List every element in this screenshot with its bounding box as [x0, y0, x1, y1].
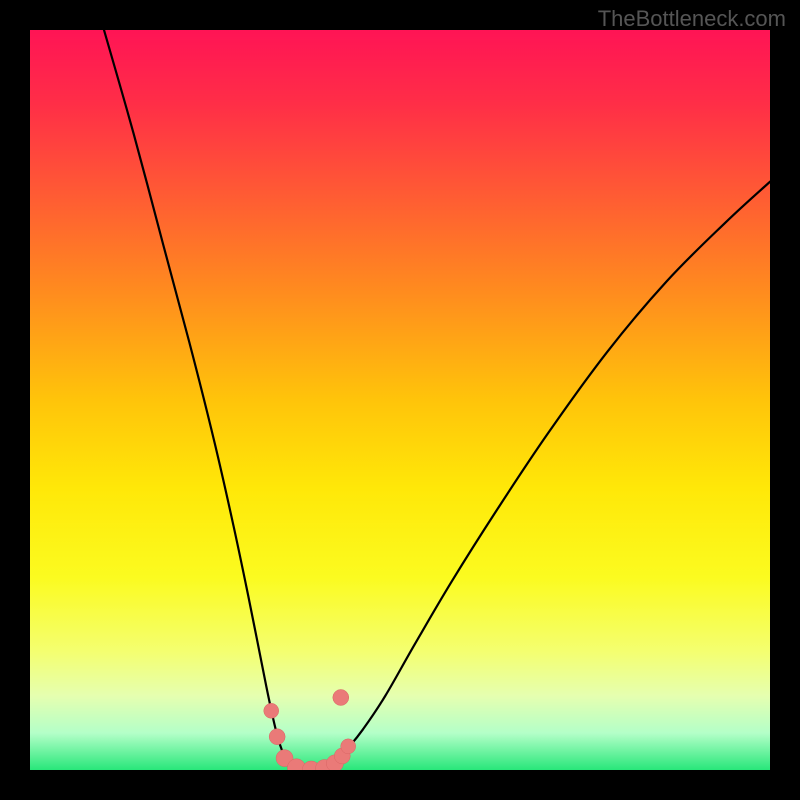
marker-point: [264, 703, 279, 718]
marker-point: [333, 689, 349, 705]
plot-background: [30, 30, 770, 770]
chart-frame: [0, 0, 800, 800]
bottleneck-curve-plot: [30, 30, 770, 770]
watermark-text: TheBottleneck.com: [598, 6, 786, 32]
marker-point: [269, 729, 285, 745]
marker-point: [341, 739, 356, 754]
